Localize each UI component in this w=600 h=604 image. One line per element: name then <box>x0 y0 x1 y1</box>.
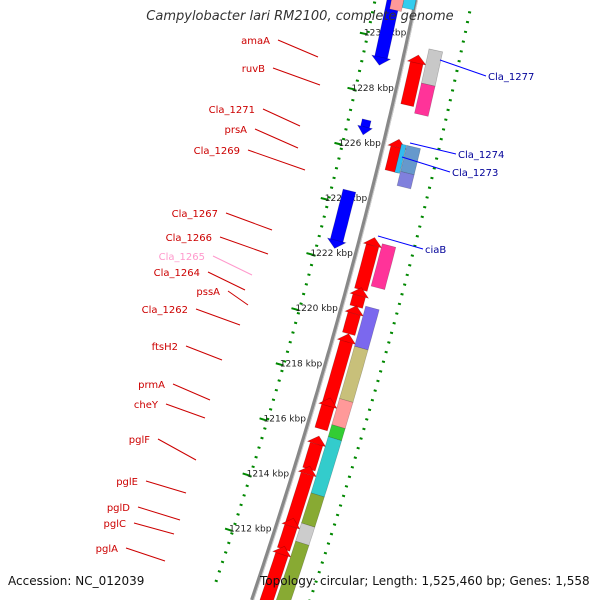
cog-category-box <box>274 540 310 604</box>
ruler-tick <box>242 472 251 477</box>
ruler-tick-label: 1212 kbp <box>229 525 272 535</box>
reverse-label-leader <box>377 235 424 250</box>
forward-gene-label: prmA <box>138 380 165 391</box>
reverse-cds-arrow <box>371 0 401 66</box>
ruler-tick-label: 1220 kbp <box>295 304 338 314</box>
forward-label-leader <box>277 39 319 58</box>
cog-category-box <box>414 82 436 117</box>
genome-summary-text: Topology: circular; Length: 1,525,460 bp… <box>260 574 590 588</box>
ruler-tick-label: 1226 kbp <box>338 139 381 149</box>
cog-category-box <box>401 0 417 11</box>
ruler-tick <box>224 527 233 532</box>
cog-category-box <box>370 243 397 290</box>
ruler-tick-label: 1216 kbp <box>264 414 307 424</box>
forward-gene-label: amaA <box>241 36 270 47</box>
forward-gene-label: pglE <box>116 477 138 488</box>
forward-label-leader <box>195 308 241 326</box>
reverse-gene-label: ciaB <box>425 245 446 256</box>
features-layer <box>258 0 444 604</box>
forward-gene-label: pglA <box>96 544 118 555</box>
ruler-tick-label: 1228 kbp <box>351 84 394 94</box>
reverse-labels-layer: Cla_1277 Cla_1274 Cla_1273 ciaB <box>377 59 534 256</box>
forward-gene-label: pglF <box>129 435 150 446</box>
forward-gene-label: pssA <box>196 287 220 298</box>
backbone-highlight <box>253 0 419 601</box>
forward-gene-label: Cla_1265 <box>159 252 205 263</box>
reverse-label-leader <box>401 156 451 173</box>
forward-gene-label: pglC <box>104 519 126 530</box>
forward-gene-label: Cla_1262 <box>142 305 188 316</box>
forward-gene-label: pglD <box>107 503 130 514</box>
forward-gene-label: ruvB <box>242 64 265 75</box>
forward-gene-label: Cla_1269 <box>194 146 240 157</box>
ruler-tick <box>334 141 343 146</box>
forward-gene-label: Cla_1271 <box>209 105 255 116</box>
forward-label-leader <box>125 547 166 562</box>
forward-label-leader <box>219 236 269 255</box>
reverse-gene-label: Cla_1274 <box>458 150 504 161</box>
accession-text: Accession: NC_012039 <box>8 574 145 588</box>
forward-label-leader <box>262 108 301 127</box>
forward-gene-label: prsA <box>224 125 247 136</box>
forward-label-leader <box>165 403 206 419</box>
backbone-line <box>250 0 418 601</box>
forward-label-leader <box>212 255 253 276</box>
ruler-tick <box>291 307 300 312</box>
reverse-label-leader <box>439 59 487 77</box>
cog-category-box <box>389 0 405 12</box>
cog-category-box <box>396 171 415 190</box>
forward-gene-label: cheY <box>134 400 159 411</box>
forward-label-leader <box>137 506 181 521</box>
forward-gene-label: Cla_1264 <box>154 268 200 279</box>
forward-label-leader <box>145 480 187 494</box>
ruler-tick <box>259 417 268 422</box>
forward-label-leader <box>247 149 306 171</box>
forward-cds-arrow <box>354 237 383 292</box>
reverse-gene-label: Cla_1277 <box>488 72 534 83</box>
ruler-tick-label: 1218 kbp <box>280 359 323 369</box>
forward-gene-label: Cla_1267 <box>172 209 218 220</box>
reverse-cds-arrow <box>326 188 357 249</box>
ruler-tick <box>359 31 368 36</box>
forward-label-leader <box>207 271 246 291</box>
forward-cds-arrow <box>302 435 327 472</box>
ruler-tick <box>347 86 356 91</box>
forward-cds-arrow <box>400 54 427 107</box>
cog-category-box <box>394 143 407 174</box>
reverse-cds-arrow <box>357 118 374 136</box>
forward-cds-arrow <box>342 305 365 336</box>
forward-label-leader <box>225 212 273 231</box>
ruler-tick-label: 1214 kbp <box>247 469 290 479</box>
ruler-tick <box>306 252 315 257</box>
forward-gene-label: ftsH2 <box>152 342 178 353</box>
forward-cds-arrow <box>349 287 370 309</box>
forward-label-leader <box>157 438 197 461</box>
forward-label-leader <box>172 383 211 401</box>
forward-label-leader <box>185 345 223 361</box>
cog-category-box <box>421 48 444 87</box>
map-title: Campylobacter lari RM2100, complete geno… <box>146 9 454 24</box>
reverse-gene-label: Cla_1273 <box>452 168 498 179</box>
forward-label-leader <box>133 522 175 535</box>
forward-cds-arrow <box>276 517 301 552</box>
forward-labels-layer: amaA ruvB Cla_1271 prsA Cla_1269 Cla_1267 Cla_… <box>96 36 321 562</box>
backbone-layer <box>250 0 419 601</box>
forward-label-leader <box>272 67 321 86</box>
forward-label-leader <box>227 290 249 306</box>
forward-cds-arrow <box>314 397 338 432</box>
ruler-tick <box>275 362 284 367</box>
ruler-tick <box>320 197 329 201</box>
forward-gene-label: Cla_1266 <box>166 233 212 244</box>
forward-label-leader <box>254 128 299 149</box>
reverse-label-leader <box>409 142 457 155</box>
ruler-tick-label: 1222 kbp <box>310 249 353 259</box>
